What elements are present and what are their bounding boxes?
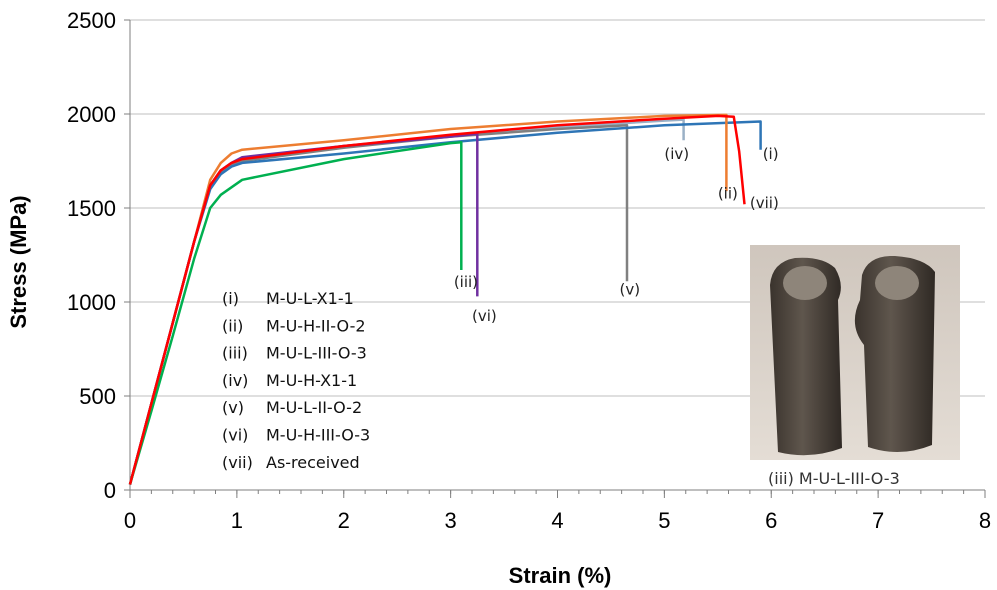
y-tick-label: 500: [79, 384, 116, 409]
legend-key: (i): [222, 289, 239, 308]
legend-label: M-U-H-III-O-3: [266, 426, 370, 445]
legend-label: M-U-H-X1-1: [266, 371, 357, 390]
x-tick-label: 7: [872, 508, 884, 533]
legend-key: (vii): [222, 453, 253, 472]
curve-label-vi: (vi): [472, 307, 497, 325]
legend: (i) M-U-L-X1-1 (ii) M-U-H-II-O-2 (iii) M-U-L-…: [222, 289, 370, 472]
series-line-v: [128, 124, 629, 485]
series-line-iii: [128, 140, 463, 485]
curve-label-ii: (ii): [718, 185, 738, 203]
specimen-photo: (iii) M-U-L-III-O-3: [750, 245, 960, 488]
x-tick-label: 2: [338, 508, 350, 533]
legend-key: (vi): [222, 426, 248, 445]
legend-label: M-U-H-II-O-2: [266, 316, 366, 335]
y-tick-label: 2000: [67, 102, 116, 127]
y-axis-title: Stress (MPa): [6, 195, 31, 328]
x-tick-label: 4: [551, 508, 563, 533]
y-tick-label: 1500: [67, 196, 116, 221]
curve-label-iii: (iii): [454, 273, 478, 291]
y-tick-label: 1000: [67, 290, 116, 315]
left-fracture-surface: [783, 266, 827, 300]
x-tick-label: 0: [124, 508, 136, 533]
legend-label: M-U-L-X1-1: [266, 289, 354, 308]
x-tick-label: 6: [765, 508, 777, 533]
legend-key: (iv): [222, 371, 248, 390]
x-tick-label: 1: [231, 508, 243, 533]
legend-key: (v): [222, 398, 244, 417]
curve-annotations: (i) (ii) (iii) (iv) (v) (vi) (vii): [454, 145, 779, 325]
curve-label-i: (i): [763, 145, 779, 163]
y-tick-label: 0: [104, 478, 116, 503]
axes: 0 500 1000 1500 2000 2500 0 1 2 3 4 5 6 7 8: [67, 8, 991, 533]
legend-label: M-U-L-III-O-3: [266, 344, 367, 363]
legend-label: As-received: [266, 453, 360, 472]
x-tick-label: 3: [445, 508, 457, 533]
series-layer: [128, 113, 762, 485]
x-tick-label: 8: [979, 508, 991, 533]
right-fracture-surface: [875, 266, 919, 300]
legend-key: (ii): [222, 316, 243, 335]
left-specimen: [770, 257, 842, 456]
curve-label-vii: (vii): [750, 194, 779, 212]
inset-caption: (iii) M-U-L-III-O-3: [768, 469, 900, 488]
x-axis-title: Strain (%): [509, 563, 612, 588]
curve-label-v: (v): [619, 280, 640, 298]
right-specimen: [854, 255, 935, 453]
y-tick-label: 2500: [67, 8, 116, 33]
curve-label-iv: (iv): [664, 145, 689, 163]
legend-label: M-U-L-II-O-2: [266, 398, 362, 417]
legend-key: (iii): [222, 344, 248, 363]
x-tick-label: 5: [658, 508, 670, 533]
series-line-vii: [128, 114, 746, 485]
